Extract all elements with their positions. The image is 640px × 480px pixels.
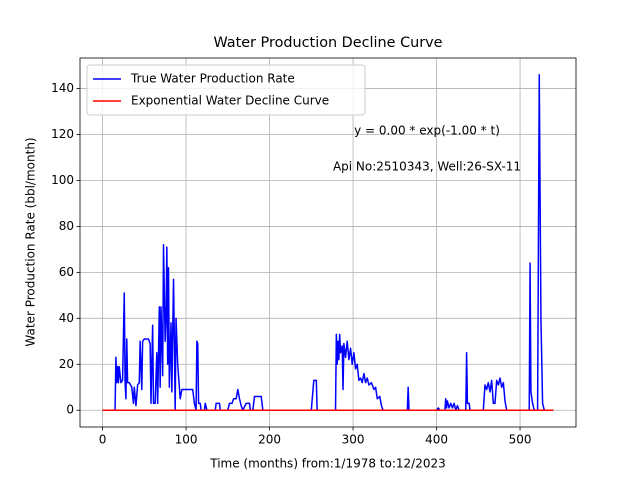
y-tick-label: 20 bbox=[59, 357, 74, 371]
legend-label: True Water Production Rate bbox=[130, 72, 295, 86]
x-tick-label: 400 bbox=[425, 433, 448, 447]
y-tick-label: 100 bbox=[51, 173, 74, 187]
y-tick-label: 120 bbox=[51, 127, 74, 141]
y-tick-label: 60 bbox=[59, 265, 74, 279]
chart-title: Water Production Decline Curve bbox=[213, 35, 442, 51]
x-axis-label: Time (months) from:1/1978 to:12/2023 bbox=[209, 457, 446, 471]
y-tick-label: 80 bbox=[59, 219, 74, 233]
legend-box bbox=[86, 64, 366, 116]
y-tick-label: 140 bbox=[51, 81, 74, 95]
x-tick-label: 300 bbox=[342, 433, 365, 447]
annotation: y = 0.00 * exp(-1.00 * t) bbox=[354, 124, 500, 138]
annotation: Api No:2510343, Well:26-SX-11 bbox=[333, 160, 521, 174]
x-tick-label: 200 bbox=[258, 433, 281, 447]
x-tick-label: 0 bbox=[99, 433, 107, 447]
y-tick-label: 0 bbox=[66, 403, 74, 417]
plot-frame bbox=[79, 57, 577, 428]
legend-label: Exponential Water Decline Curve bbox=[131, 94, 329, 108]
y-tick-label: 40 bbox=[59, 311, 74, 325]
series-line bbox=[102, 74, 554, 411]
x-tick-label: 100 bbox=[175, 433, 198, 447]
x-tick-label: 500 bbox=[509, 433, 532, 447]
y-axis-label: Water Production Rate (bbl/month) bbox=[24, 137, 38, 346]
